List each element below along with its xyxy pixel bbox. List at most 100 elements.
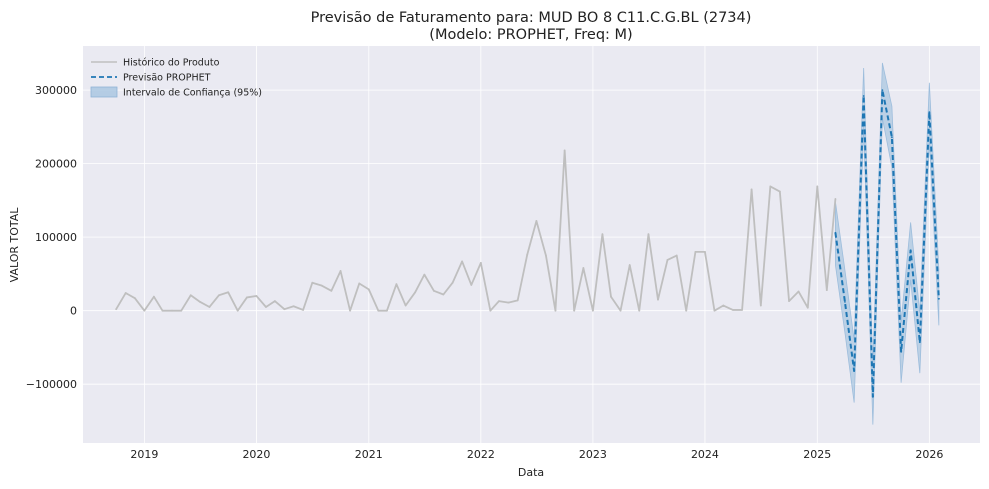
history-point — [582, 267, 585, 269]
y-tick-label: −100000 — [26, 378, 77, 391]
forecast-point — [937, 298, 940, 300]
y-tick-label: 0 — [70, 305, 77, 318]
y-tick-label: 100000 — [35, 231, 77, 244]
x-axis-label: Data — [518, 466, 544, 479]
plot-area — [83, 46, 980, 443]
x-tick-label: 2023 — [579, 448, 607, 461]
legend: Histórico do Produto Previsão PROPHET In… — [90, 58, 262, 99]
history-point — [292, 305, 295, 308]
forecast-point — [900, 350, 903, 353]
x-tick-label: 2025 — [803, 448, 831, 461]
history-point — [423, 273, 426, 276]
history-point — [153, 295, 155, 298]
history-point — [432, 289, 435, 292]
history-point — [311, 281, 314, 284]
history-point — [704, 250, 706, 253]
history-point — [189, 294, 192, 297]
history-point — [573, 309, 576, 312]
history-point — [143, 309, 146, 312]
history-point — [694, 250, 697, 253]
history-point — [759, 304, 762, 307]
x-tick-label: 2022 — [467, 448, 495, 461]
history-point — [816, 185, 819, 188]
history-point — [628, 264, 631, 266]
history-point — [273, 300, 276, 303]
history-point — [133, 297, 136, 300]
history-point — [236, 309, 239, 312]
history-point — [666, 259, 669, 261]
history-point — [442, 293, 445, 296]
x-tick-labels: 2019 2020 2021 2022 2023 2024 2025 2026 — [130, 448, 943, 461]
history-point — [461, 260, 464, 263]
history-point — [199, 300, 201, 303]
chart-title: Previsão de Faturamento para: MUD BO 8 C… — [311, 10, 752, 26]
y-tick-label: 300000 — [35, 84, 77, 97]
history-point — [330, 289, 333, 292]
history-point — [657, 298, 659, 301]
forecast-point — [844, 300, 846, 303]
history-point — [451, 281, 454, 284]
legend-swatch-interval — [90, 86, 118, 98]
x-tick-label: 2020 — [242, 448, 270, 461]
history-point — [750, 188, 753, 191]
history-point — [302, 309, 305, 311]
history-point — [171, 309, 173, 312]
history-point — [526, 253, 529, 256]
history-point — [647, 233, 650, 236]
history-point — [377, 309, 380, 312]
history-point — [516, 299, 519, 302]
history-point — [722, 304, 725, 307]
history-point — [554, 309, 557, 312]
history-point — [479, 261, 482, 264]
history-point — [414, 291, 417, 294]
history-point — [349, 309, 351, 312]
history-point — [788, 300, 790, 303]
history-point — [675, 254, 678, 257]
y-axis-label: VALOR TOTAL — [8, 207, 21, 283]
history-point — [825, 289, 828, 291]
history-point — [507, 301, 510, 304]
forecast-point — [918, 341, 921, 344]
history-point — [339, 270, 342, 272]
history-point — [713, 309, 716, 312]
history-point — [591, 309, 594, 312]
forecast-point — [871, 395, 874, 398]
history-point — [227, 291, 230, 294]
history-point — [731, 309, 734, 311]
history-point — [255, 295, 258, 297]
forecast-point — [853, 370, 856, 372]
history-point — [470, 284, 473, 286]
history-point — [778, 190, 781, 193]
legend-label-forecast: Previsão PROPHET — [123, 73, 211, 84]
history-point — [769, 185, 772, 188]
history-point — [797, 290, 800, 293]
history-point — [638, 309, 641, 312]
history-point — [545, 254, 547, 257]
history-point — [834, 198, 837, 200]
history-point — [498, 300, 500, 303]
history-point — [386, 309, 388, 312]
forecast-point — [862, 95, 865, 97]
history-point — [246, 296, 248, 299]
y-tick-labels: −100000 0 100000 200000 300000 — [26, 84, 77, 391]
history-series — [115, 149, 837, 312]
history-point — [161, 309, 164, 312]
forecast-point — [881, 89, 884, 92]
history-point — [610, 295, 612, 298]
history-point — [180, 309, 183, 312]
x-tick-label: 2019 — [130, 448, 158, 461]
history-point — [741, 309, 743, 311]
history-point — [404, 304, 407, 307]
forecast-series — [834, 89, 940, 398]
history-point — [283, 308, 286, 311]
history-point — [806, 306, 809, 309]
forecast-point — [834, 231, 837, 234]
history-point — [619, 309, 622, 312]
forecast-point — [909, 249, 912, 252]
forecast-point — [890, 136, 893, 139]
history-point — [124, 292, 127, 294]
forecast-point — [928, 111, 931, 114]
history-point — [218, 294, 220, 297]
legend-label-interval: Intervalo de Confiança (95%) — [123, 88, 262, 99]
history-point — [208, 306, 211, 308]
